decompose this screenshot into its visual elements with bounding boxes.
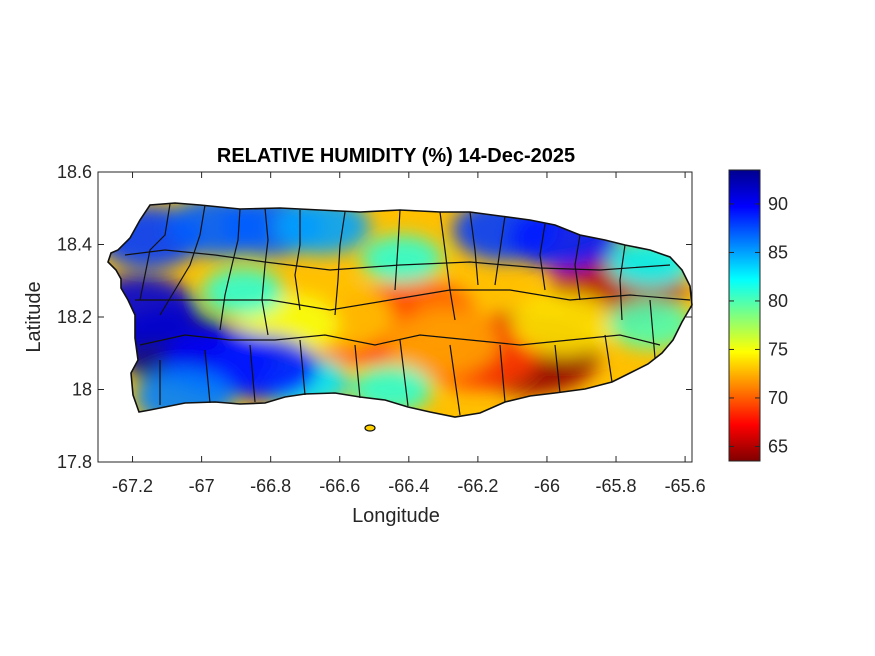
- humidity-cell: [202, 267, 284, 316]
- humidity-cell: [361, 235, 443, 283]
- x-tick-label: -66.6: [319, 476, 360, 496]
- colorbar-tick-label: 70: [768, 388, 788, 408]
- x-tick-label: -66.4: [388, 476, 429, 496]
- colorbar-tick-label: 90: [768, 194, 788, 214]
- x-tick-label: -66: [534, 476, 560, 496]
- x-tick-label: -67: [189, 476, 215, 496]
- x-tick-label: -65.6: [665, 476, 706, 496]
- colorbar-ticks: 65 70 75 80 85 90: [729, 194, 788, 456]
- colorbar-tick-label: 80: [768, 291, 788, 311]
- humidity-blobs: [108, 203, 692, 417]
- x-axis-ticks: -67.2 -67 -66.8 -66.6 -66.4 -66.2 -66 -65.8 -65.…: [112, 172, 706, 496]
- x-axis-label: Longitude: [352, 505, 440, 527]
- y-tick-label: 18.6: [57, 162, 92, 182]
- humidity-cell: [387, 309, 500, 376]
- x-tick-label: -66.2: [457, 476, 498, 496]
- y-tick-label: 18.4: [57, 235, 92, 255]
- x-tick-label: -65.8: [596, 476, 637, 496]
- colorbar-tick-label: 85: [768, 242, 788, 262]
- x-tick-label: -66.8: [250, 476, 291, 496]
- humidity-cell: [209, 335, 319, 401]
- island-coastline: [107, 202, 693, 418]
- y-tick-label: 17.8: [57, 452, 92, 472]
- colorbar: [728, 169, 761, 462]
- x-tick-label: -67.2: [112, 476, 153, 496]
- humidity-cell: [511, 292, 618, 356]
- islet-caja-de-muertos: [364, 424, 376, 432]
- chart-title: RELATIVE HUMIDITY (%) 14-Dec-2025: [217, 145, 575, 167]
- municipal-boundaries: [124, 203, 691, 416]
- humidity-cell: [274, 203, 370, 255]
- puerto-rico-humidity-field: [108, 203, 692, 417]
- colorbar-tick-label: 75: [768, 339, 788, 359]
- y-axis-label: Latitude: [23, 281, 45, 352]
- y-tick-label: 18: [72, 380, 92, 400]
- colorbar-tick-label: 65: [768, 436, 788, 456]
- y-tick-label: 18.2: [57, 307, 92, 327]
- y-axis-ticks: 17.8 18 18.2 18.4 18.6: [57, 162, 692, 472]
